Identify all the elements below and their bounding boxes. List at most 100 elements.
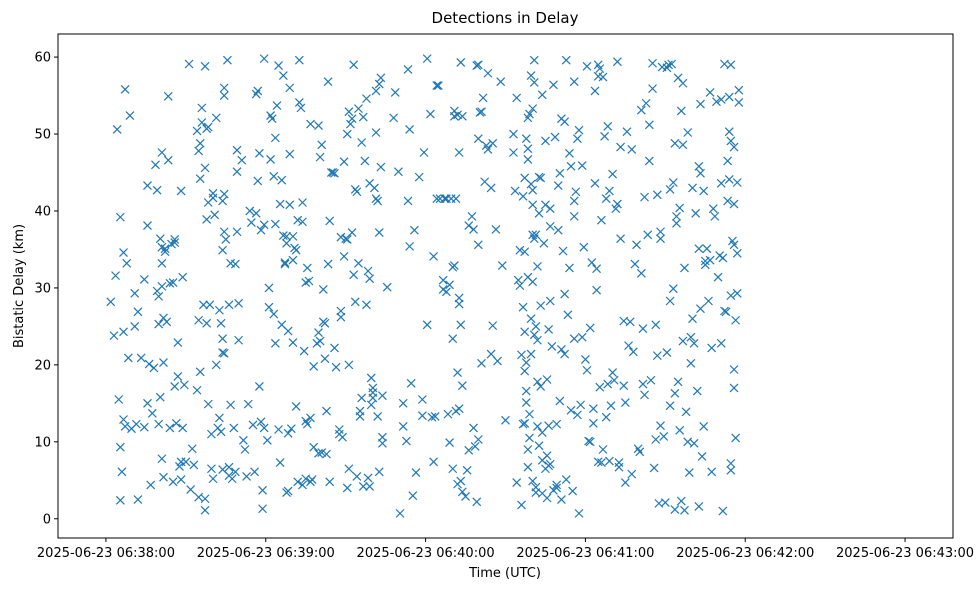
data-point xyxy=(544,421,554,431)
data-point xyxy=(729,199,739,209)
data-point xyxy=(248,420,258,430)
data-point xyxy=(675,425,685,435)
y-tick-label: 20 xyxy=(34,358,51,373)
data-point xyxy=(672,218,681,228)
data-point xyxy=(668,178,678,187)
data-point xyxy=(115,442,125,452)
data-point xyxy=(309,361,319,371)
data-point xyxy=(718,506,728,516)
data-point xyxy=(114,395,124,404)
data-point xyxy=(314,121,323,130)
data-point xyxy=(588,404,598,414)
data-point xyxy=(192,126,202,136)
data-point xyxy=(344,360,354,370)
data-point xyxy=(510,186,520,196)
data-point xyxy=(528,104,538,114)
data-point xyxy=(157,454,167,464)
data-point xyxy=(157,281,167,291)
data-point xyxy=(477,107,486,117)
data-point xyxy=(456,476,466,486)
data-point xyxy=(373,196,383,206)
data-point xyxy=(569,334,579,344)
data-point xyxy=(716,178,726,188)
data-point xyxy=(541,200,550,210)
data-point xyxy=(178,272,188,282)
data-point xyxy=(264,302,274,312)
data-point xyxy=(603,379,613,389)
data-point xyxy=(445,280,454,290)
data-point xyxy=(346,119,355,129)
data-point xyxy=(259,54,269,64)
data-point xyxy=(569,211,579,221)
data-point xyxy=(533,261,542,271)
data-point xyxy=(443,409,453,419)
data-point xyxy=(526,349,536,359)
data-point xyxy=(491,225,501,234)
data-point xyxy=(218,196,228,206)
data-point xyxy=(378,391,387,401)
data-point xyxy=(552,480,562,490)
data-point xyxy=(604,456,614,466)
data-point xyxy=(569,196,579,206)
data-point xyxy=(440,194,450,204)
data-point xyxy=(509,148,518,157)
data-point xyxy=(675,203,685,213)
data-point xyxy=(131,419,141,429)
data-point xyxy=(181,457,191,467)
data-point xyxy=(234,335,244,345)
data-point xyxy=(168,477,178,487)
data-point xyxy=(608,368,618,377)
data-point xyxy=(627,144,637,154)
data-point xyxy=(330,168,339,178)
data-point xyxy=(133,307,143,317)
data-point xyxy=(200,61,210,71)
data-point xyxy=(224,462,234,472)
data-point xyxy=(432,194,442,204)
data-point xyxy=(625,317,635,327)
data-point xyxy=(339,251,349,261)
data-point xyxy=(395,508,405,518)
data-point xyxy=(560,289,570,299)
data-point xyxy=(656,234,665,244)
data-point xyxy=(406,378,416,388)
data-point xyxy=(656,421,665,431)
data-point xyxy=(512,478,522,488)
data-point xyxy=(211,360,221,370)
data-point xyxy=(525,109,534,119)
data-point xyxy=(704,296,713,306)
data-point xyxy=(251,208,261,218)
data-point xyxy=(600,131,610,141)
data-point xyxy=(595,382,605,392)
data-point xyxy=(226,400,236,410)
data-point xyxy=(378,432,387,442)
data-point xyxy=(565,148,574,158)
data-point xyxy=(200,163,210,173)
data-point xyxy=(136,353,146,363)
data-point xyxy=(630,259,640,269)
data-point xyxy=(363,473,373,483)
data-point xyxy=(152,185,162,195)
data-point xyxy=(609,375,619,385)
data-point xyxy=(515,281,525,291)
data-point xyxy=(451,194,461,204)
data-point xyxy=(371,86,381,96)
x-tick-label: 2025-06-23 06:41:00 xyxy=(516,546,654,561)
data-point xyxy=(173,371,183,381)
data-point xyxy=(298,198,307,207)
data-point xyxy=(678,78,688,88)
data-point xyxy=(529,78,539,87)
data-point xyxy=(219,189,229,199)
data-point xyxy=(163,155,173,165)
data-point xyxy=(529,55,539,65)
data-point xyxy=(259,220,269,230)
data-point xyxy=(521,398,531,407)
data-point xyxy=(224,300,234,310)
data-point xyxy=(473,240,483,250)
data-point xyxy=(448,464,458,474)
data-point xyxy=(672,211,681,221)
data-point xyxy=(518,302,528,312)
data-point xyxy=(270,219,280,229)
data-point xyxy=(338,432,347,442)
data-point xyxy=(585,437,595,447)
data-point xyxy=(157,258,167,268)
